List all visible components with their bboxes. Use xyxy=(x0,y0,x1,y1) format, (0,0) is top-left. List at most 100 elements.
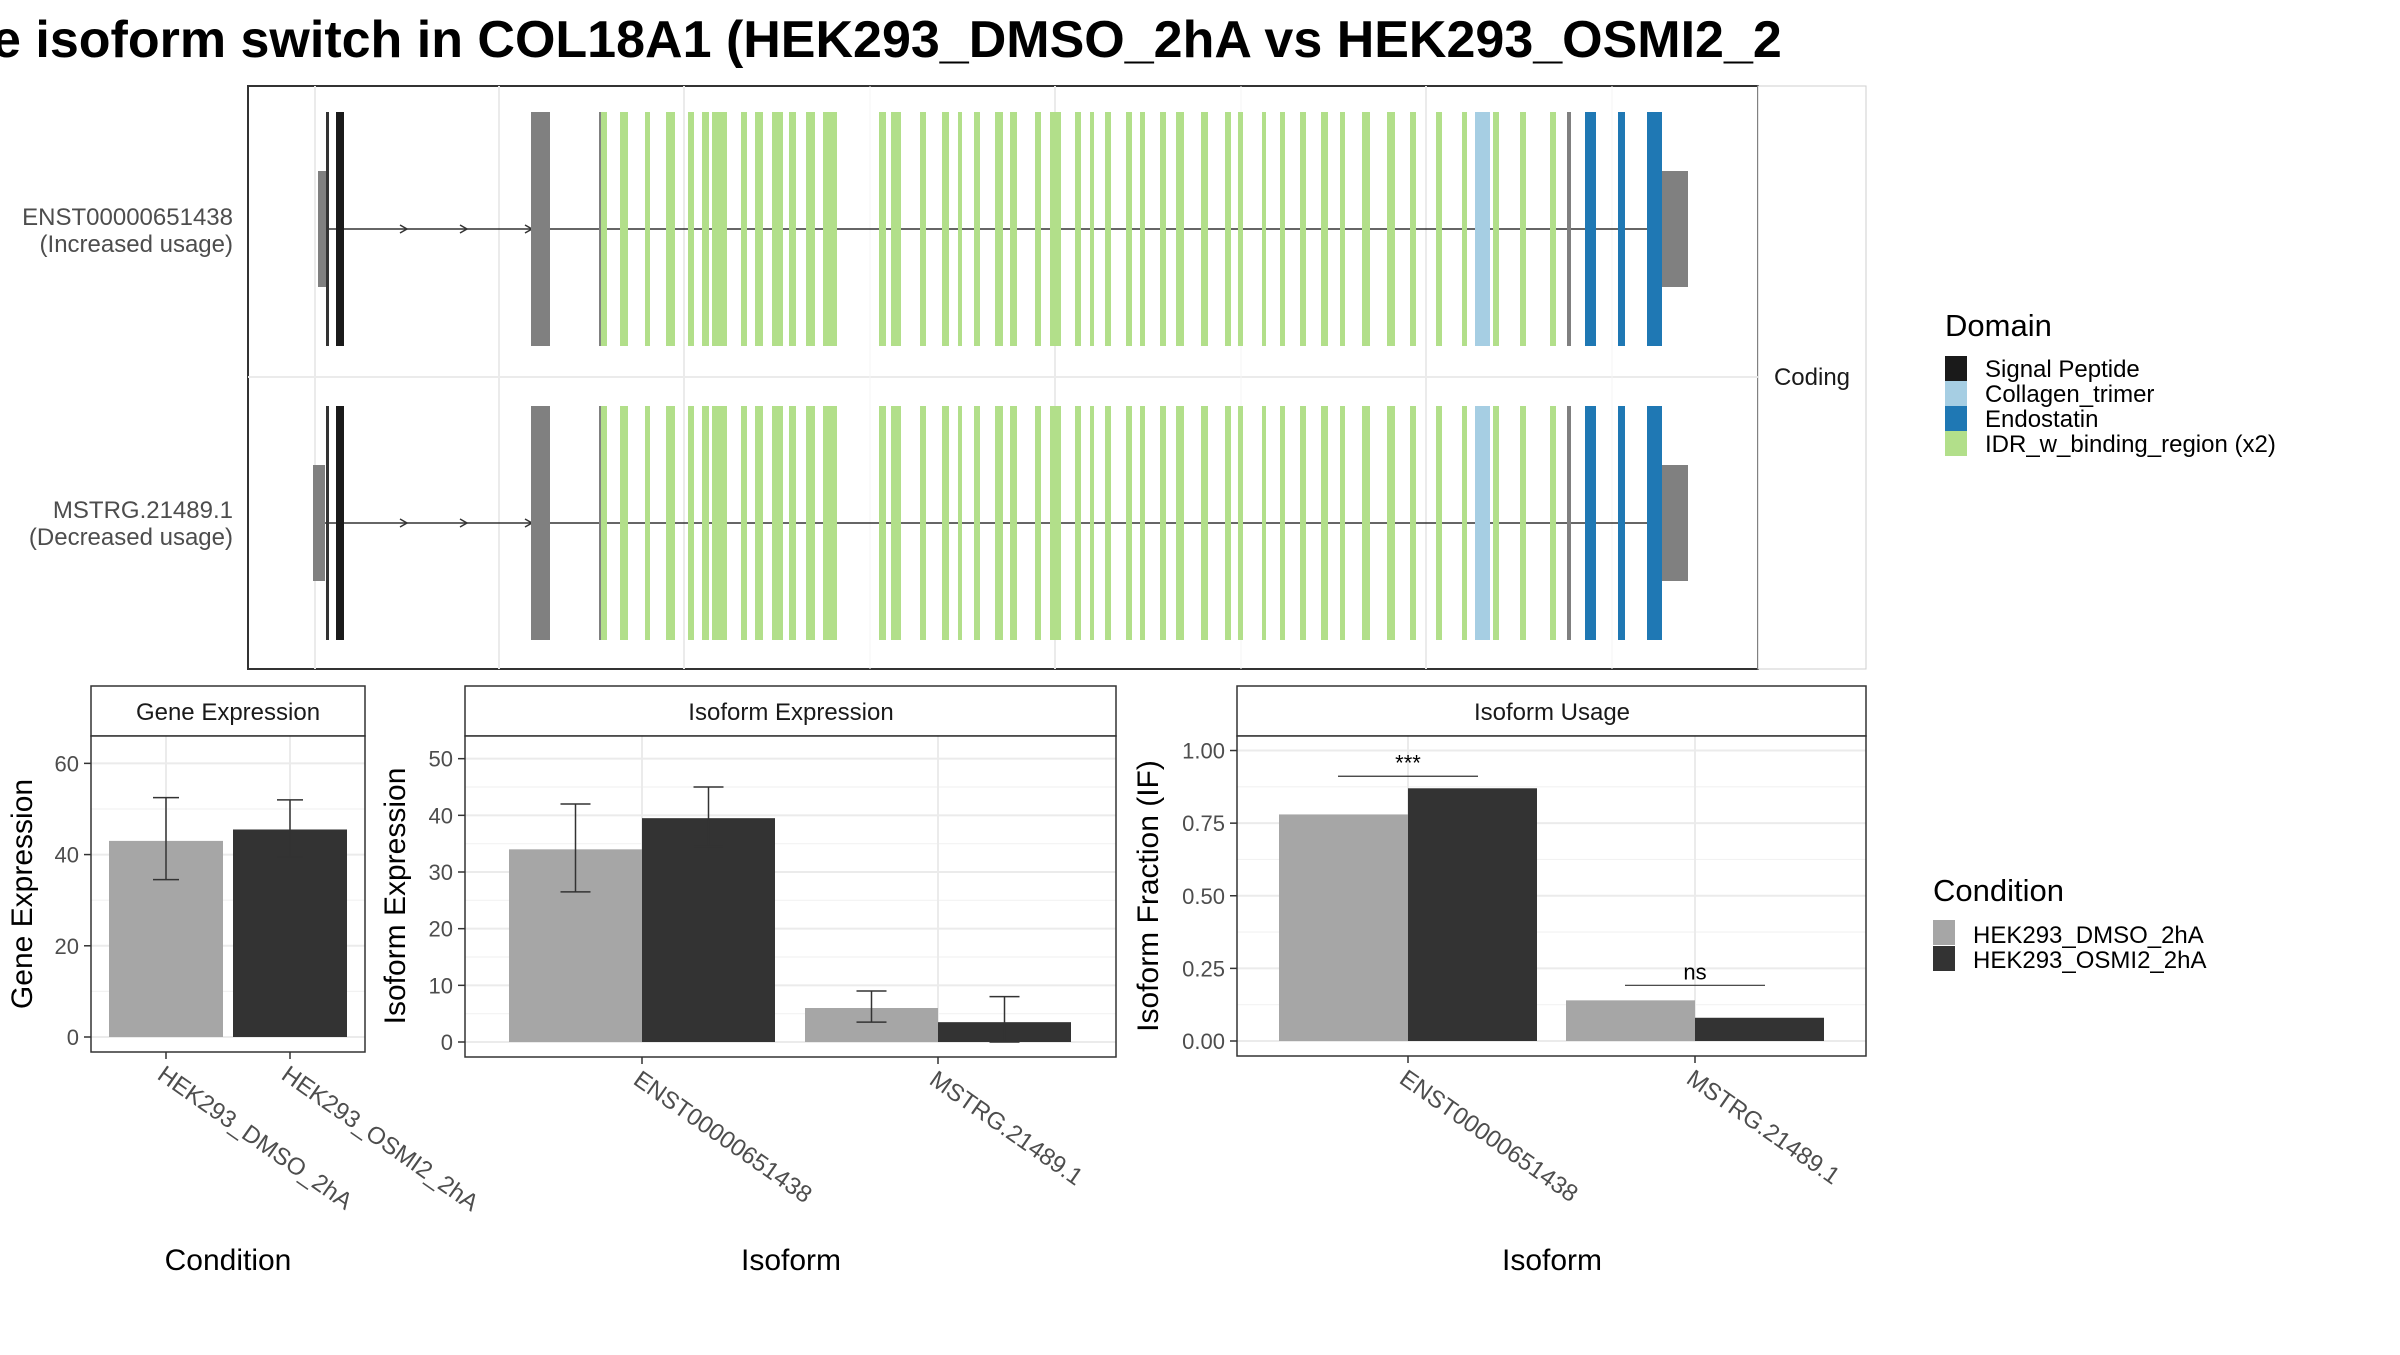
endostatin-exon xyxy=(1618,406,1625,640)
bar xyxy=(1695,1017,1824,1041)
y-tick-label: 60 xyxy=(55,751,79,776)
panel-strip xyxy=(1236,685,1867,737)
noncoding-exon xyxy=(531,406,550,640)
signal-peptide-exon xyxy=(336,406,344,640)
idr-exon xyxy=(995,112,1003,346)
condition-legend-key xyxy=(1933,920,1955,945)
idr-exon xyxy=(620,112,628,346)
endostatin-exon xyxy=(1656,112,1662,346)
panel-title: Isoform Expression xyxy=(688,699,893,726)
y-tick-label: 40 xyxy=(55,843,79,868)
bar xyxy=(1279,814,1408,1041)
y-tick-label: 40 xyxy=(429,803,453,828)
idr-exon xyxy=(702,406,709,640)
idr-exon xyxy=(666,406,675,640)
signal-peptide-exon xyxy=(336,112,344,346)
condition-legend-title: Condition xyxy=(1933,873,2064,908)
idr-exon xyxy=(688,406,694,640)
strand-arrow xyxy=(399,518,409,528)
idr-exon xyxy=(1238,406,1243,640)
idr-exon xyxy=(958,406,962,640)
panel-title: Gene Expression xyxy=(136,699,320,726)
idr-exon xyxy=(1126,112,1132,346)
idr-exon xyxy=(1520,112,1526,346)
strand-arrow xyxy=(459,518,469,528)
y-tick-label: 0 xyxy=(441,1030,453,1055)
utr-exon xyxy=(318,171,326,287)
noncoding-exon xyxy=(1567,112,1571,346)
y-tick-label: 0.75 xyxy=(1182,811,1225,836)
exon-boundary xyxy=(326,406,329,640)
idr-exon xyxy=(1321,112,1328,346)
idr-exon xyxy=(688,112,694,346)
idr-exon xyxy=(1493,112,1499,346)
idr-exon xyxy=(1300,406,1306,640)
utr-exon xyxy=(1662,171,1688,287)
strand-arrow xyxy=(399,224,409,234)
domain-legend-label: Collagen_trimer xyxy=(1985,381,2154,408)
idr-exon xyxy=(1075,112,1081,346)
domain-legend-key xyxy=(1945,356,1967,381)
idr-exon xyxy=(1340,112,1345,346)
idr-exon xyxy=(1387,112,1395,346)
domain-legend-label: Endostatin xyxy=(1985,406,2098,433)
idr-exon xyxy=(1105,112,1111,346)
transcript-row-id: MSTRG.21489.1 xyxy=(53,497,233,524)
idr-exon xyxy=(741,406,747,640)
idr-exon xyxy=(995,406,1003,640)
y-tick-label: 0.25 xyxy=(1182,956,1225,981)
noncoding-exon xyxy=(1567,406,1571,640)
idr-exon xyxy=(620,406,628,640)
condition-legend-key xyxy=(1933,946,1955,971)
idr-exon xyxy=(789,112,796,346)
transcript-strip-label: Coding xyxy=(1774,364,1850,391)
domain-legend-key xyxy=(1945,381,1967,406)
idr-exon xyxy=(806,406,815,640)
idr-exon xyxy=(974,406,980,640)
significance-label: *** xyxy=(1395,750,1421,775)
bar xyxy=(642,818,775,1042)
idr-exon xyxy=(789,406,796,640)
idr-exon xyxy=(1010,112,1017,346)
idr-exon xyxy=(942,406,949,640)
idr-exon xyxy=(1362,112,1370,346)
y-axis-title: Isoform Fraction (IF) xyxy=(1132,760,1165,1032)
idr-exon xyxy=(974,112,980,346)
idr-exon xyxy=(1262,406,1266,640)
isoform-usage-panel: Isoform Usage *** ns 0.00 0.25 0.50 0.75 1.00… xyxy=(1132,685,1867,1277)
idr-exon xyxy=(823,406,837,640)
idr-exon xyxy=(1436,112,1442,346)
panel-frame xyxy=(464,735,1117,1058)
x-tick-label: MSTRG.21489.1 xyxy=(1682,1065,1845,1190)
idr-exon xyxy=(1550,406,1556,640)
y-tick-label: 0.50 xyxy=(1182,884,1225,909)
idr-exon xyxy=(772,406,783,640)
domain-legend-label: IDR_w_binding_region (x2) xyxy=(1985,431,2276,458)
transcript-strip xyxy=(1757,85,1867,670)
y-tick-label: 20 xyxy=(55,934,79,959)
transcript-model xyxy=(318,112,1688,346)
collagen-exon xyxy=(1475,406,1490,640)
idr-exon xyxy=(1225,112,1231,346)
idr-exon xyxy=(1321,406,1328,640)
noncoding-exon xyxy=(531,112,550,346)
idr-exon xyxy=(645,406,650,640)
idr-exon xyxy=(958,112,962,346)
idr-exon xyxy=(1238,112,1243,346)
domain-legend-title: Domain xyxy=(1945,308,2052,343)
y-tick-label: 0 xyxy=(67,1025,79,1050)
y-axis-title: Gene Expression xyxy=(6,779,39,1009)
idr-exon xyxy=(1225,406,1231,640)
domain-legend-key xyxy=(1945,406,1967,431)
idr-exon xyxy=(920,112,926,346)
exon-boundary xyxy=(326,112,329,346)
isoform-expression-panel: Isoform Expression 0 10 20 30 40 50 ENST000006… xyxy=(379,685,1117,1277)
endostatin-exon xyxy=(1618,112,1625,346)
idr-exon xyxy=(1201,112,1208,346)
idr-exon xyxy=(712,406,727,640)
idr-exon xyxy=(1493,406,1499,640)
idr-exon xyxy=(1035,112,1041,346)
x-axis-title: Isoform xyxy=(1502,1244,1602,1277)
bar xyxy=(1408,788,1537,1041)
idr-exon xyxy=(1160,406,1166,640)
